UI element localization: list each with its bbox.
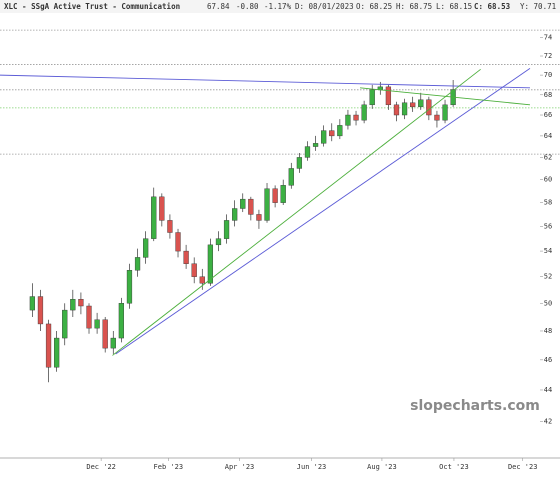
- candle-body: [385, 86, 392, 106]
- candle-body: [232, 208, 238, 221]
- y-tick-label: 48: [544, 327, 552, 335]
- candle-body: [345, 114, 351, 126]
- y-tick-label: 62: [544, 153, 552, 161]
- candle-body: [312, 143, 319, 147]
- candle-body: [159, 196, 165, 221]
- candle-body: [29, 296, 35, 311]
- trendline: [115, 67, 531, 355]
- candle-body: [353, 114, 359, 121]
- candle-body: [70, 299, 76, 311]
- high: H: 68.75: [396, 2, 432, 11]
- candle-body: [167, 220, 173, 233]
- candle-body: [175, 232, 181, 252]
- candle-body: [215, 238, 222, 246]
- candle-body: [151, 196, 157, 239]
- change-pct: -1.17%: [264, 2, 292, 11]
- candle-body: [134, 257, 141, 271]
- date: D: 08/01/2023: [295, 2, 354, 11]
- change: -0.80: [236, 2, 259, 11]
- candle-body: [78, 299, 84, 307]
- candle-body: [248, 198, 254, 215]
- watermark: slopecharts.com: [410, 398, 540, 414]
- y-tick-label: 68: [544, 91, 552, 99]
- candle-body: [183, 250, 189, 264]
- candle-body: [442, 104, 448, 121]
- y-tick-label: 66: [544, 111, 552, 119]
- candle-body: [102, 319, 108, 349]
- candle-body: [143, 238, 149, 258]
- candle-body: [410, 102, 416, 108]
- y-tick-label: 72: [544, 52, 552, 60]
- x-tick-label: Apr '23: [225, 463, 255, 471]
- x-tick-label: Feb '23: [154, 463, 184, 471]
- candle-body: [110, 337, 116, 349]
- candle-body: [118, 303, 125, 339]
- candle-body: [418, 99, 424, 108]
- x-tick-label: Dec '23: [508, 463, 538, 471]
- candle-body: [288, 168, 294, 186]
- trendline: [0, 74, 531, 89]
- y-tick-label: 50: [544, 299, 552, 307]
- candle-body: [207, 244, 214, 284]
- y-tick-label: 54: [544, 247, 552, 255]
- candle-body: [329, 130, 335, 137]
- year: Y: 70.71: [520, 2, 556, 11]
- y-tick-label: 52: [544, 273, 552, 281]
- y-tick-label: 70: [544, 71, 552, 79]
- candle-body: [37, 296, 44, 325]
- candle-body: [62, 309, 68, 339]
- candle-body: [272, 188, 278, 203]
- symbol: XLC - SSgA Active Trust - Communication: [4, 2, 180, 11]
- header-bar: [0, 0, 560, 13]
- candle-body: [199, 276, 205, 284]
- y-tick-label: 56: [544, 222, 552, 230]
- y-tick-label: 74: [544, 33, 552, 41]
- y-tick-label: 60: [544, 176, 552, 184]
- candle-body: [54, 337, 60, 368]
- header: XLC - SSgA Active Trust - Communication …: [4, 2, 556, 11]
- candle-body: [337, 125, 343, 137]
- x-tick-label: Oct '23: [439, 463, 469, 471]
- candle-body: [45, 323, 52, 368]
- x-tick-label: Dec '22: [86, 463, 116, 471]
- candle-body: [296, 157, 303, 169]
- candle-body: [361, 104, 367, 121]
- trendline: [360, 87, 531, 106]
- candle-body: [191, 263, 197, 277]
- candle-body: [304, 146, 311, 158]
- y-tick-label: 46: [544, 356, 552, 364]
- low: L: 68.15: [436, 2, 472, 11]
- y-tick-label: 44: [544, 386, 552, 394]
- candle-body: [393, 104, 400, 116]
- trendline: [112, 68, 481, 356]
- x-tick-label: Jun '23: [297, 463, 327, 471]
- candle-body: [223, 220, 230, 239]
- x-tick-label: Aug '23: [367, 463, 397, 471]
- last: 67.84: [207, 2, 230, 11]
- y-tick-label: 58: [544, 199, 552, 207]
- y-tick-label: 64: [544, 132, 552, 140]
- y-tick-label: 42: [544, 418, 552, 426]
- candle-body: [321, 130, 327, 144]
- candle-body: [240, 198, 246, 209]
- candle-body: [280, 185, 286, 203]
- open: O: 68.25: [356, 2, 392, 11]
- candle-body: [434, 114, 440, 121]
- candle-body: [94, 319, 100, 329]
- candle-body: [264, 188, 270, 221]
- candle-body: [369, 89, 375, 106]
- candle-body: [401, 102, 408, 116]
- close: C: 68.53: [474, 2, 511, 11]
- candle-body: [86, 305, 92, 329]
- candle-body: [256, 214, 262, 221]
- candle-body: [426, 99, 432, 116]
- candle-body: [126, 269, 133, 304]
